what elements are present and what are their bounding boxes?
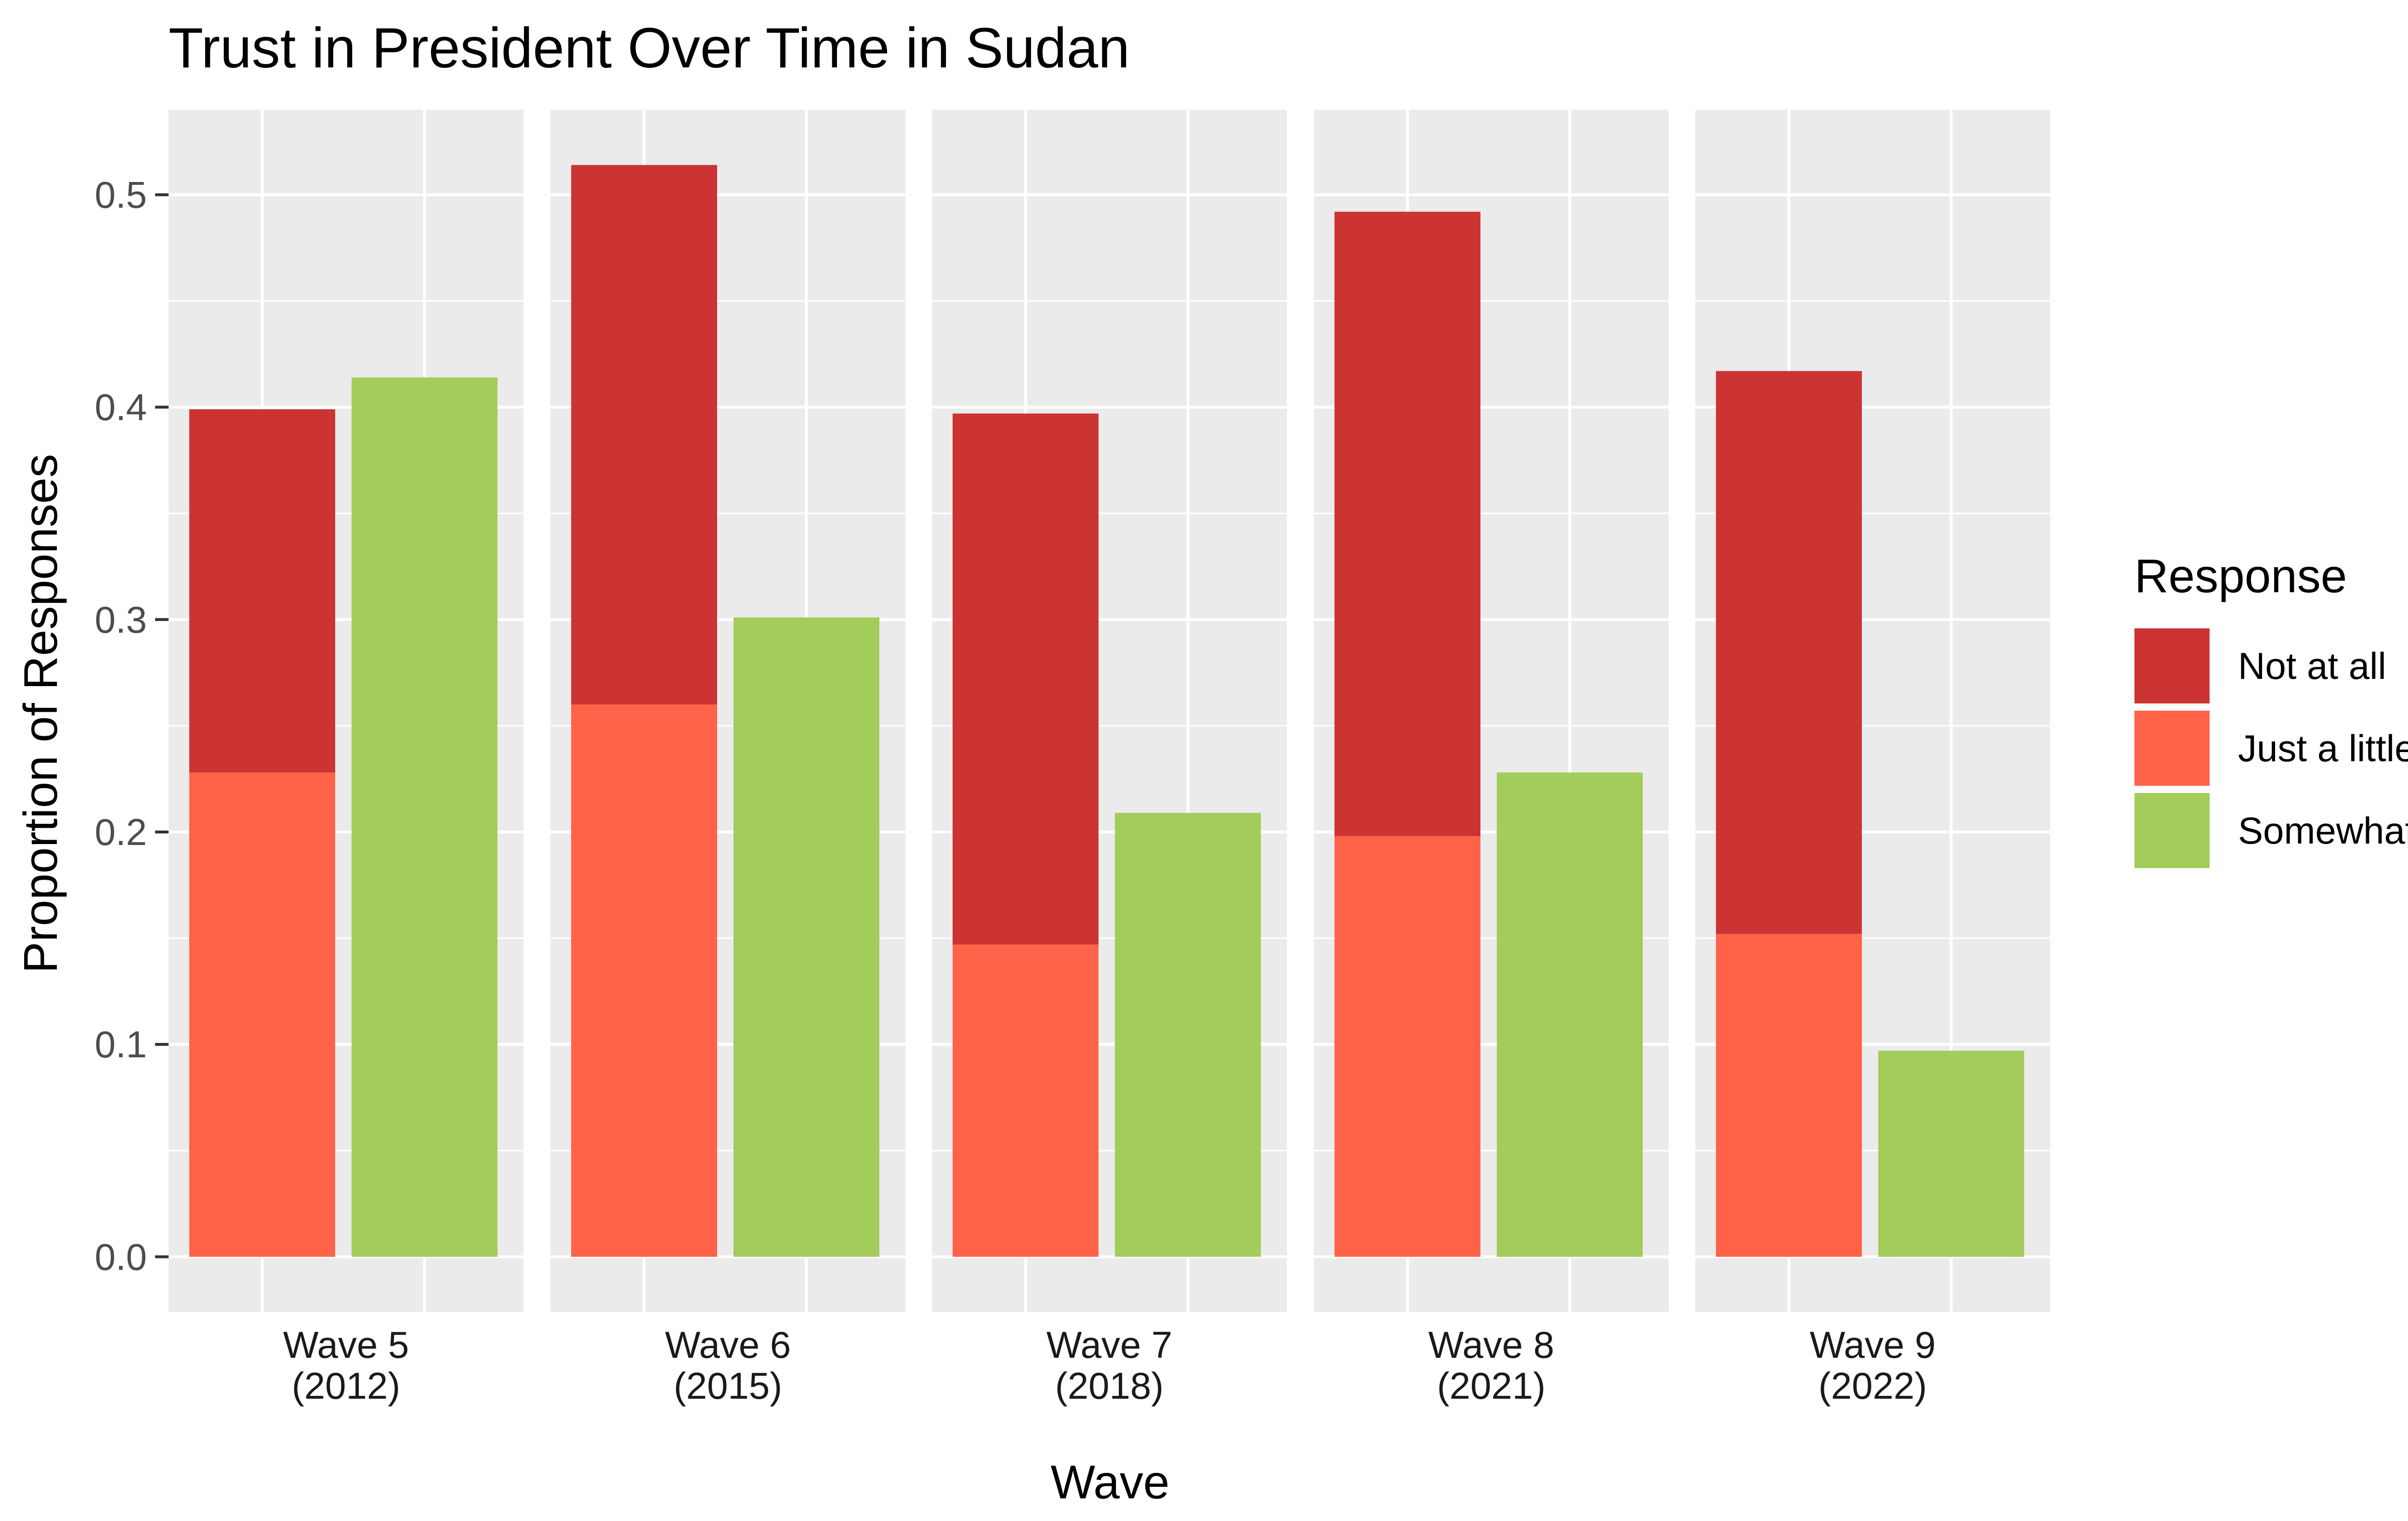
facet-label-wave: Wave 6 bbox=[665, 1324, 791, 1366]
y-tick-label: 0.0 bbox=[95, 1235, 147, 1278]
y-tick-label: 0.1 bbox=[95, 1023, 147, 1066]
bar-somewhat bbox=[352, 377, 497, 1257]
facet-panel: Wave 7(2018) bbox=[932, 110, 1287, 1407]
facet-label-wave: Wave 8 bbox=[1428, 1324, 1555, 1366]
legend-title: Response bbox=[2134, 549, 2347, 602]
legend-key bbox=[2134, 711, 2210, 786]
facet-label-year: (2021) bbox=[1437, 1365, 1545, 1407]
x-axis-title: Wave bbox=[1051, 1456, 1170, 1508]
legend-key bbox=[2134, 628, 2210, 703]
bar-not-at-all bbox=[189, 409, 335, 773]
legend-label: Somewhat bbox=[2238, 809, 2408, 852]
facet-label-wave: Wave 9 bbox=[1810, 1324, 1936, 1366]
y-tick-label: 0.5 bbox=[95, 173, 147, 216]
facet-label-year: (2012) bbox=[292, 1365, 400, 1407]
bar-not-at-all bbox=[1335, 211, 1480, 836]
bar-just-a-little bbox=[953, 944, 1099, 1257]
facet-label-wave: Wave 5 bbox=[283, 1324, 409, 1366]
bar-not-at-all bbox=[571, 165, 717, 705]
y-axis: 0.0 0.1 0.2 0.3 0.4 0.5 bbox=[95, 173, 169, 1278]
facet-panel: Wave 5(2012) bbox=[169, 110, 523, 1407]
y-tick-label: 0.4 bbox=[95, 386, 147, 429]
facet-panels: Wave 5(2012)Wave 6(2015)Wave 7(2018)Wave… bbox=[169, 110, 2050, 1407]
bar-just-a-little bbox=[1335, 836, 1480, 1257]
y-tick-label: 0.2 bbox=[95, 811, 147, 853]
chart-title: Trust in President Over Time in Sudan bbox=[169, 16, 1130, 80]
y-tick-label: 0.3 bbox=[95, 598, 147, 641]
facet-label-year: (2018) bbox=[1055, 1365, 1164, 1407]
bar-not-at-all bbox=[953, 413, 1099, 945]
bar-just-a-little bbox=[571, 704, 717, 1257]
legend-label: Just a little bbox=[2238, 727, 2408, 769]
bar-somewhat bbox=[1115, 813, 1261, 1257]
legend: Response Not at all Just a little Somewhat bbox=[2134, 549, 2408, 868]
bar-just-a-little bbox=[189, 772, 335, 1257]
legend-key bbox=[2134, 793, 2210, 868]
facet-panel: Wave 6(2015) bbox=[550, 110, 905, 1407]
facet-label-year: (2022) bbox=[1819, 1365, 1927, 1407]
legend-label: Not at all bbox=[2238, 645, 2386, 687]
facet-label-wave: Wave 7 bbox=[1047, 1324, 1173, 1366]
facet-panel: Wave 8(2021) bbox=[1314, 110, 1669, 1407]
bar-somewhat bbox=[1497, 772, 1643, 1257]
y-axis-title: Proportion of Responses bbox=[14, 454, 67, 974]
facet-label-year: (2015) bbox=[674, 1365, 782, 1407]
bar-somewhat bbox=[733, 617, 879, 1257]
bar-somewhat bbox=[1878, 1051, 2024, 1257]
bar-just-a-little bbox=[1716, 934, 1862, 1257]
bar-not-at-all bbox=[1716, 371, 1862, 934]
facet-panel: Wave 9(2022) bbox=[1695, 110, 2050, 1407]
